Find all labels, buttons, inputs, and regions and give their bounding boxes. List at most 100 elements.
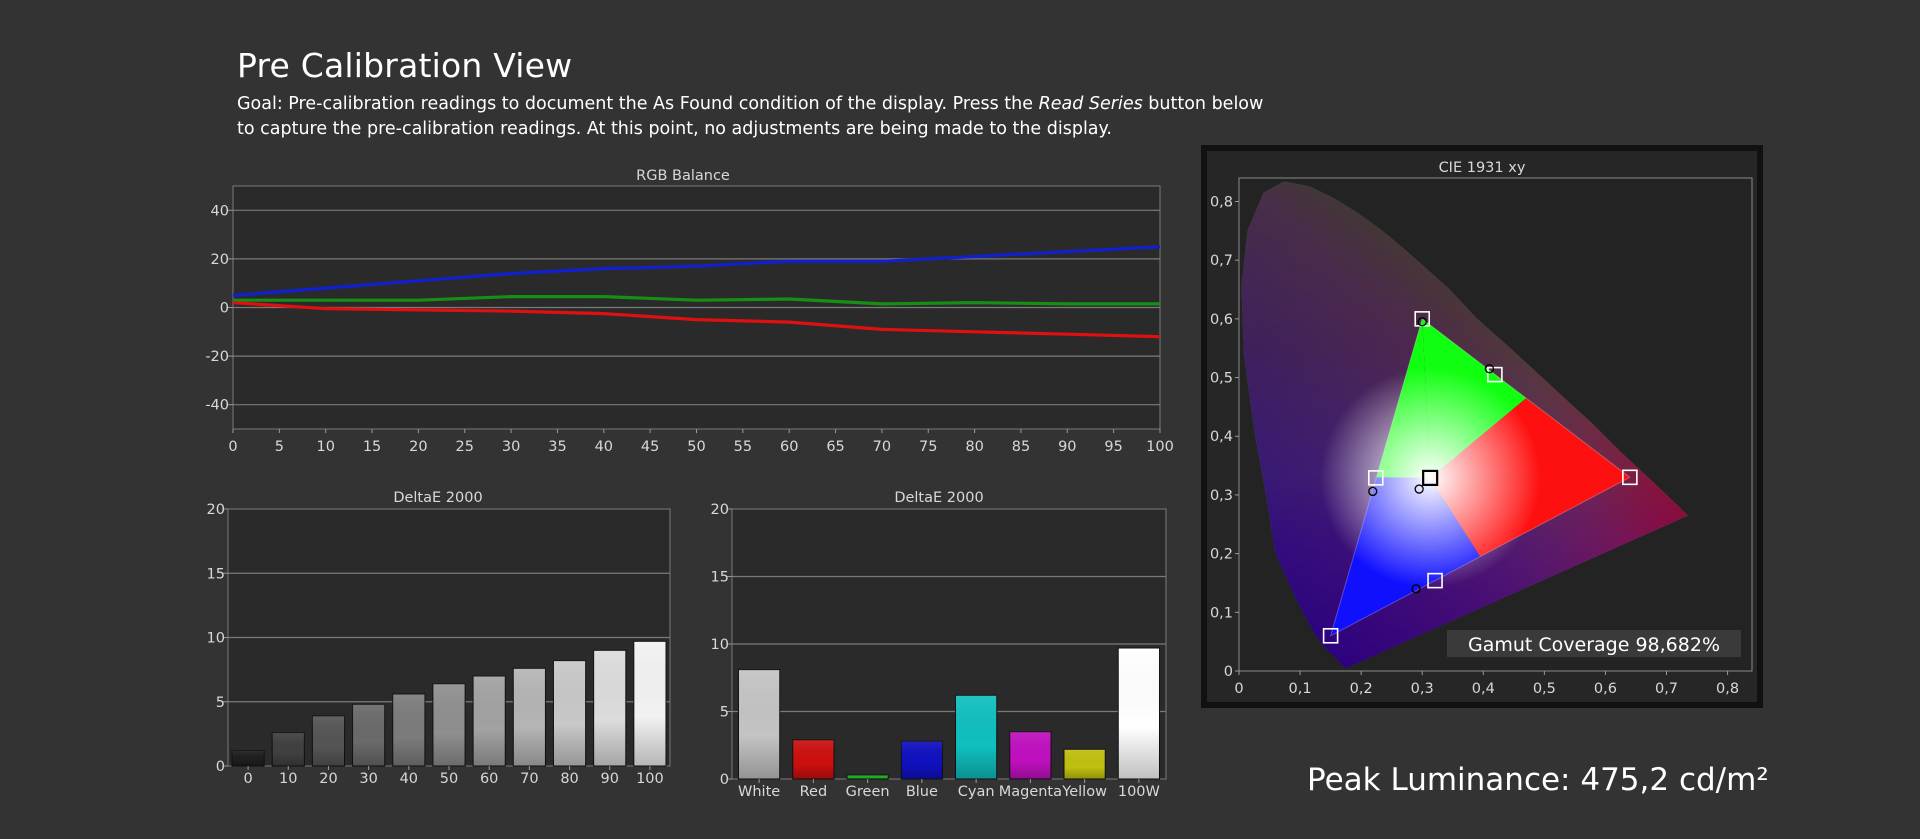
- cie-y-tick-label: 0,6: [1210, 312, 1233, 328]
- rgb-x-tick-label: 70: [873, 439, 891, 455]
- rgb-x-tick-label: 95: [1104, 439, 1122, 455]
- rgb-series-line-0: [232, 245, 1161, 297]
- rgb-x-tick-label: 75: [919, 439, 937, 455]
- deltae-grayscale-title: DeltaE 2000: [393, 490, 482, 506]
- deltae-colors-bar-shade: [847, 774, 889, 779]
- deltae-colors-bar-shade: [1118, 648, 1160, 779]
- cie-y-ticks: 0,8 0,7 0,6 0,5 0,4 0,3 0,2 0,1 0: [1210, 194, 1239, 680]
- deltae-colors-y-tick-label: 0: [720, 772, 729, 788]
- rgb-x-tick-label: 80: [965, 439, 983, 455]
- deltae-colors-x-tick-label: Magenta: [999, 784, 1062, 800]
- deltae-grayscale-bar-shade: [473, 676, 506, 766]
- deltae-grayscale-y-ticks: 20 15 10 5 0: [207, 502, 228, 775]
- deltae-grayscale-y-tick-label: 15: [207, 566, 225, 582]
- cie-gamut-outline: [1329, 318, 1631, 637]
- deltae-grayscale-chart: DeltaE 2000 0 10 20 30 40 50 60 70 80 90 100 20151…: [207, 490, 671, 787]
- rgb-y-tick-label: 0: [220, 301, 229, 317]
- deltae-grayscale-bars: [231, 640, 667, 767]
- cie-measured-marker: [1414, 484, 1424, 494]
- deltae-grayscale-x-tick-label: 0: [243, 771, 252, 787]
- cie-y-tick-label: 0,4: [1210, 429, 1233, 445]
- cie-target-marker: [1427, 572, 1443, 589]
- rgb-series-line-2: [232, 301, 1161, 339]
- cie-measured-marker: [1417, 317, 1427, 327]
- deltae-colors-y-tick-label: 10: [711, 637, 729, 653]
- cie-x-tick-label: 0,6: [1594, 681, 1617, 697]
- deltae-colors-x-tick-label: Red: [800, 784, 828, 800]
- deltae-colors-bar-shade: [1064, 749, 1106, 779]
- rgb-y-tick-label: -20: [205, 349, 229, 365]
- cie-white-glow: [1320, 367, 1541, 588]
- deltae-colors-chart: DeltaE 2000 White Red Green Blue Cyan Magenta…: [711, 490, 1167, 800]
- deltae-grayscale-x-tick-label: 50: [440, 771, 458, 787]
- rgb-balance-y-ticks: 40 20 0 -20 -40: [205, 203, 233, 414]
- rgb-balance-x-ticks: 0 5 10 15 20 25 30 35 40 45 50 55 60 65 70 75 80 85 90 95 10…: [228, 429, 1174, 455]
- cie-y-tick-label: 0,3: [1210, 488, 1233, 504]
- deltae-grayscale-x-tick-label: 30: [359, 771, 377, 787]
- goal-description: Goal: Pre-calibration readings to docume…: [237, 92, 1267, 142]
- cie-y-tick-label: 0,5: [1210, 371, 1233, 387]
- deltae-colors-bar-shade: [792, 739, 834, 779]
- rgb-x-tick-label: 100: [1146, 439, 1174, 455]
- rgb-x-tick-label: 55: [734, 439, 752, 455]
- cie-y-tick-label: 0,7: [1210, 253, 1233, 269]
- cie-y-tick-label: 0,8: [1210, 194, 1233, 210]
- deltae-colors-y-tick-label: 5: [720, 705, 729, 721]
- deltae-grayscale-x-tick-label: 70: [520, 771, 538, 787]
- cie-y-tick-label: 0,2: [1210, 547, 1233, 563]
- rgb-x-tick-label: 65: [826, 439, 844, 455]
- deltae-colors-x-tick-label: Blue: [906, 784, 938, 800]
- cie-x-tick-label: 0,1: [1289, 681, 1312, 697]
- deltae-colors-y-tick-label: 15: [711, 570, 729, 586]
- cie-y-tick-label: 0: [1224, 664, 1233, 680]
- deltae-colors-bar-shade: [1009, 731, 1051, 779]
- rgb-x-tick-label: 60: [780, 439, 798, 455]
- deltae-grayscale-x-tick-label: 60: [480, 771, 498, 787]
- rgb-x-tick-label: 0: [228, 439, 237, 455]
- cie-chart: CIE 1931 xy 0 0,1 0,2 0,3 0,4 0,5 0,6 0,7 0,8 0,…: [1201, 145, 1763, 708]
- rgb-balance-lines: [232, 245, 1161, 339]
- page-title: Pre Calibration View: [237, 46, 573, 85]
- deltae-grayscale-x-tick-label: 90: [601, 771, 619, 787]
- cie-measured-marker: [1484, 364, 1495, 374]
- deltae-grayscale-x-tick-label: 20: [319, 771, 337, 787]
- deltae-colors-x-tick-label: Cyan: [958, 784, 995, 800]
- deltae-colors-x-tick-label: White: [738, 784, 780, 800]
- peak-luminance: Peak Luminance: 475,2 cd/m²: [1307, 762, 1769, 798]
- deltae-grayscale-x-tick-label: 100: [636, 771, 664, 787]
- cie-y-tick-label: 0,1: [1210, 605, 1233, 621]
- cie-target-marker: [1487, 366, 1503, 383]
- deltae-grayscale-bar-shade: [272, 732, 305, 766]
- cie-x-tick-label: 0,7: [1655, 681, 1678, 697]
- rgb-balance-chart: RGB Balance 40 20 0 -20 -40 0 5 10 15 20 25 30 35 40…: [205, 168, 1174, 455]
- rgb-y-tick-label: 40: [211, 203, 229, 219]
- cie-x-tick-label: 0,3: [1411, 681, 1434, 697]
- deltae-grayscale-bar-shade: [513, 668, 546, 766]
- gamut-coverage-box: [1447, 630, 1741, 657]
- cie-target-marker: [1622, 469, 1638, 486]
- rgb-x-tick-label: 35: [548, 439, 566, 455]
- deltae-grayscale-y-tick-label: 5: [216, 695, 225, 711]
- deltae-grayscale-x-tick-label: 40: [400, 771, 418, 787]
- deltae-colors-x-tick-label: 100W: [1118, 784, 1160, 800]
- cie-target-marker: [1422, 469, 1439, 487]
- deltae-grayscale-x-ticks: 0 10 20 30 40 50 60 70 80 90 100: [243, 766, 664, 787]
- deltae-colors-grid: [732, 575, 1166, 713]
- deltae-grayscale-bar-shade: [553, 660, 586, 766]
- rgb-x-tick-label: 20: [409, 439, 427, 455]
- rgb-x-tick-label: 25: [456, 439, 474, 455]
- gamut-coverage-label: Gamut Coverage 98,682%: [1468, 634, 1720, 656]
- deltae-colors-bars: [738, 647, 1160, 780]
- goal-suffix: button below to capture the pre-calibrat…: [237, 94, 1264, 139]
- deltae-colors-bar-shade: [955, 695, 997, 779]
- deltae-grayscale-x-tick-label: 10: [279, 771, 297, 787]
- rgb-x-tick-label: 5: [275, 439, 284, 455]
- deltae-grayscale-y-tick-label: 10: [207, 631, 225, 647]
- cie-points: [1322, 311, 1638, 644]
- cie-target-marker: [1368, 470, 1384, 486]
- deltae-grayscale-bar-shade: [392, 694, 425, 766]
- cie-measured-marker: [1368, 486, 1378, 497]
- cie-x-ticks: 0 0,1 0,2 0,3 0,4 0,5 0,6 0,7 0,8: [1234, 671, 1739, 697]
- read-series-emphasis: Read Series: [1038, 94, 1143, 114]
